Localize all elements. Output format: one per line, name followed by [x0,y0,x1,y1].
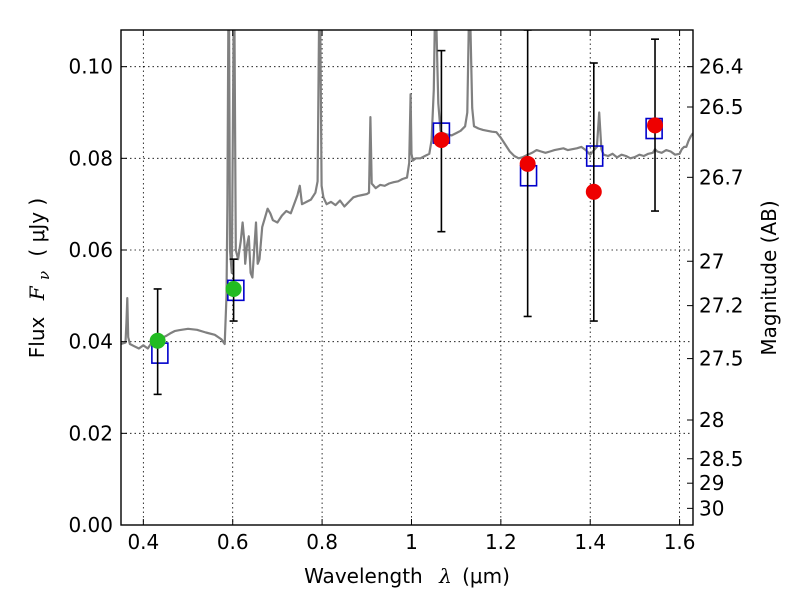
y2-tick-label: 26.7 [699,165,744,189]
y2-axis-label: Magnitude (AB) [757,200,781,355]
green-data-point [225,280,242,297]
y-tick-label: 0.08 [68,146,113,170]
x-tick-label: 1.2 [485,530,517,554]
y-axis-label-symbol: F [25,285,49,301]
x-tick-label: 0.8 [306,530,338,554]
spectrum-line [121,30,693,350]
y-tick-label: 0.04 [68,330,113,354]
y-tick-label: 0.10 [68,55,113,79]
x-tick-label: 0.6 [217,530,249,554]
y-tick-label: 0.06 [68,238,113,262]
plot-area [121,30,693,396]
y2-tick-label: 29 [699,471,724,495]
grid [121,30,693,526]
y2-tick-label: 28 [699,408,724,432]
y-axis-label-text: Flux [25,316,49,358]
x-axis-label-text: Wavelength [304,564,423,588]
y-axis-label-unit: ( μJy ) [25,198,49,257]
x-tick-label: 1.6 [664,530,696,554]
x-axis-label-unit: (μm) [462,564,510,588]
y2-tick-label: 26.5 [699,95,744,119]
plot-frame [120,29,694,526]
y2-tick-label: 27 [699,249,724,273]
y2-tick-label: 26.4 [699,55,744,79]
red-data-point [433,132,450,148]
axis-ticks: 0.4 0.6 0.8 1 1.2 1.4 1.6 0.00 0.02 0.04 0.06 0.08 0… [68,30,744,554]
y-tick-label: 0.02 [68,421,113,445]
y2-tick-label: 27.5 [699,347,744,371]
y-axis-label: Flux F ν ( μJy ) [25,198,54,358]
red-data-point [519,155,536,172]
red-data-point [585,183,602,200]
model-box-marker [585,145,604,167]
y2-tick-label: 28.5 [699,447,744,471]
y-tick-label: 0.00 [68,513,113,537]
red-data-point [647,117,664,134]
x-axis-label-symbol: λ [438,564,452,588]
x-tick-label: 1 [405,530,418,554]
x-tick-label: 0.4 [127,530,159,554]
green-data-point [149,332,166,349]
y2-tick-label: 30 [699,496,724,520]
x-axis-label: Wavelength λ (μm) [304,564,510,588]
y-axis-label-subscript: ν [35,271,53,280]
x-tick-label: 1.4 [574,530,606,554]
y2-tick-label: 27.2 [699,294,744,318]
